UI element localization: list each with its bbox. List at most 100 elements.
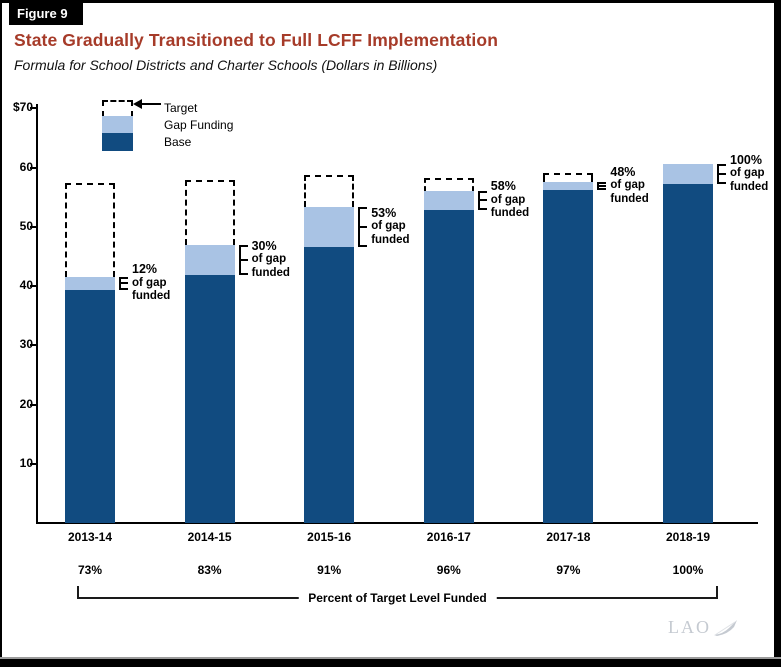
bracket-left-tick — [77, 586, 79, 599]
y-tick — [30, 166, 36, 169]
percent-funded-label: 97% — [556, 563, 581, 577]
bracket-right-tick — [716, 586, 718, 599]
legend-base-swatch — [102, 133, 133, 151]
percent-funded-label: 96% — [436, 563, 461, 577]
legend-gap-swatch — [102, 116, 133, 133]
gap-bracket-top-arm — [358, 206, 368, 209]
bar-gap-segment — [65, 276, 115, 290]
gap-bracket-top-arm — [597, 181, 607, 184]
bar-base-segment — [304, 246, 355, 523]
bar-base-segment — [423, 209, 474, 523]
y-tick — [30, 225, 36, 228]
y-tick-label: 50 — [19, 218, 33, 233]
figure-tag: Figure 9 — [9, 3, 83, 25]
y-tick — [30, 344, 36, 347]
quill-icon — [714, 619, 737, 636]
bar-gap-segment — [304, 206, 355, 247]
gap-bracket-bottom-arm — [477, 207, 487, 210]
gap-bracket-top-arm — [238, 244, 248, 247]
x-category-label: 2015-16 — [307, 530, 352, 544]
y-tick — [30, 462, 36, 465]
gap-bracket-spine — [358, 206, 361, 247]
bar-target-outline — [65, 183, 115, 277]
legend-target-swatch — [102, 100, 133, 117]
gap-annotation: 100% of gap funded — [730, 152, 769, 195]
x-category-label: 2018-19 — [665, 530, 711, 544]
gap-percent-label: 100% — [730, 152, 762, 167]
y-tick-label: 30 — [19, 337, 33, 352]
xaxis-caption: Percent of Target Level Funded — [298, 591, 497, 605]
gap-bracket-spine — [717, 164, 719, 184]
gap-bracket-bottom-arm — [717, 181, 726, 184]
figure-subtitle: Formula for School Districts and Charter… — [14, 57, 438, 73]
gap-bracket-spine — [477, 190, 480, 210]
x-axis-line — [36, 522, 758, 524]
bar-target-outline — [184, 180, 235, 245]
y-axis-line — [36, 104, 38, 524]
bar-base-segment — [184, 274, 235, 523]
gap-bracket-top-arm — [119, 276, 128, 279]
gap-annotation: 12% of gap funded — [132, 261, 171, 304]
gap-bracket-middle-arm — [121, 282, 128, 285]
gap-note-line: of gap — [371, 220, 406, 233]
legend-label-base: Base — [164, 135, 192, 149]
percent-funded-label: 83% — [197, 563, 222, 577]
gap-bracket-spine — [597, 181, 600, 191]
gap-bracket-bottom-arm — [119, 287, 128, 290]
arrow-left-icon — [141, 103, 161, 105]
figure-tag-label: Figure 9 — [17, 6, 68, 21]
lao-logo-text: LAO — [668, 617, 711, 637]
gap-note-line: of gap — [490, 193, 526, 206]
gap-note-line: of gap — [730, 167, 765, 180]
gap-bracket-middle-arm — [240, 258, 248, 261]
frame-border-right — [774, 0, 781, 667]
gap-note-line: funded — [730, 180, 769, 193]
xaxis-caption-bracket: Percent of Target Level Funded — [77, 586, 718, 605]
gap-percent-label: 53% — [371, 205, 397, 220]
bar-target-outline — [543, 172, 594, 182]
y-tick-label: 40 — [19, 278, 33, 293]
gap-note-line: funded — [490, 206, 530, 219]
gap-bracket-middle-arm — [479, 199, 487, 202]
gap-note-line: of gap — [132, 276, 167, 289]
gap-annotation: 48% of gap funded — [610, 164, 648, 207]
y-tick-label: 20 — [19, 396, 33, 411]
gap-bracket-middle-arm — [719, 172, 726, 175]
frame-border-top — [0, 0, 781, 3]
gap-bracket-bottom-arm — [597, 188, 607, 191]
gap-note-line: of gap — [610, 179, 645, 192]
y-tick-label: 10 — [19, 455, 33, 470]
y-tick-label: $70 — [12, 100, 33, 115]
y-tick — [30, 403, 36, 406]
bar-base-segment — [65, 289, 115, 523]
gap-bracket-middle-arm — [599, 184, 607, 187]
bar-target-outline — [423, 177, 474, 191]
y-tick — [30, 107, 36, 110]
y-tick — [30, 285, 36, 288]
gap-note-line: of gap — [251, 252, 287, 265]
gap-annotation: 53% of gap funded — [371, 205, 410, 248]
bar-gap-segment — [543, 181, 594, 191]
gap-bracket-top-arm — [477, 190, 487, 193]
gap-note-line: funded — [132, 289, 171, 302]
gap-annotation: 30% of gap funded — [252, 239, 290, 280]
bar-target-outline — [304, 174, 355, 207]
arrow-left-icon — [133, 99, 142, 109]
bar-base-segment — [663, 183, 713, 523]
x-category-label: 2017-18 — [546, 530, 591, 544]
gap-bracket-top-arm — [717, 164, 726, 167]
gap-percent-label: 12% — [132, 261, 158, 276]
frame-border-bottom — [0, 659, 781, 667]
gap-bracket-spine — [119, 276, 121, 290]
legend-label-gap: Gap Funding — [164, 118, 234, 132]
bar-gap-segment — [184, 244, 235, 275]
lao-logo: LAO — [668, 617, 739, 638]
figure-title: State Gradually Transitioned to Full LCF… — [14, 30, 498, 50]
gap-note-line: funded — [251, 266, 290, 279]
frame-border-bottom-gray — [0, 657, 781, 659]
gap-percent-label: 48% — [610, 164, 636, 179]
x-category-label: 2013-14 — [67, 530, 113, 544]
gap-bracket-bottom-arm — [358, 244, 368, 247]
gap-note-line: funded — [371, 233, 410, 246]
